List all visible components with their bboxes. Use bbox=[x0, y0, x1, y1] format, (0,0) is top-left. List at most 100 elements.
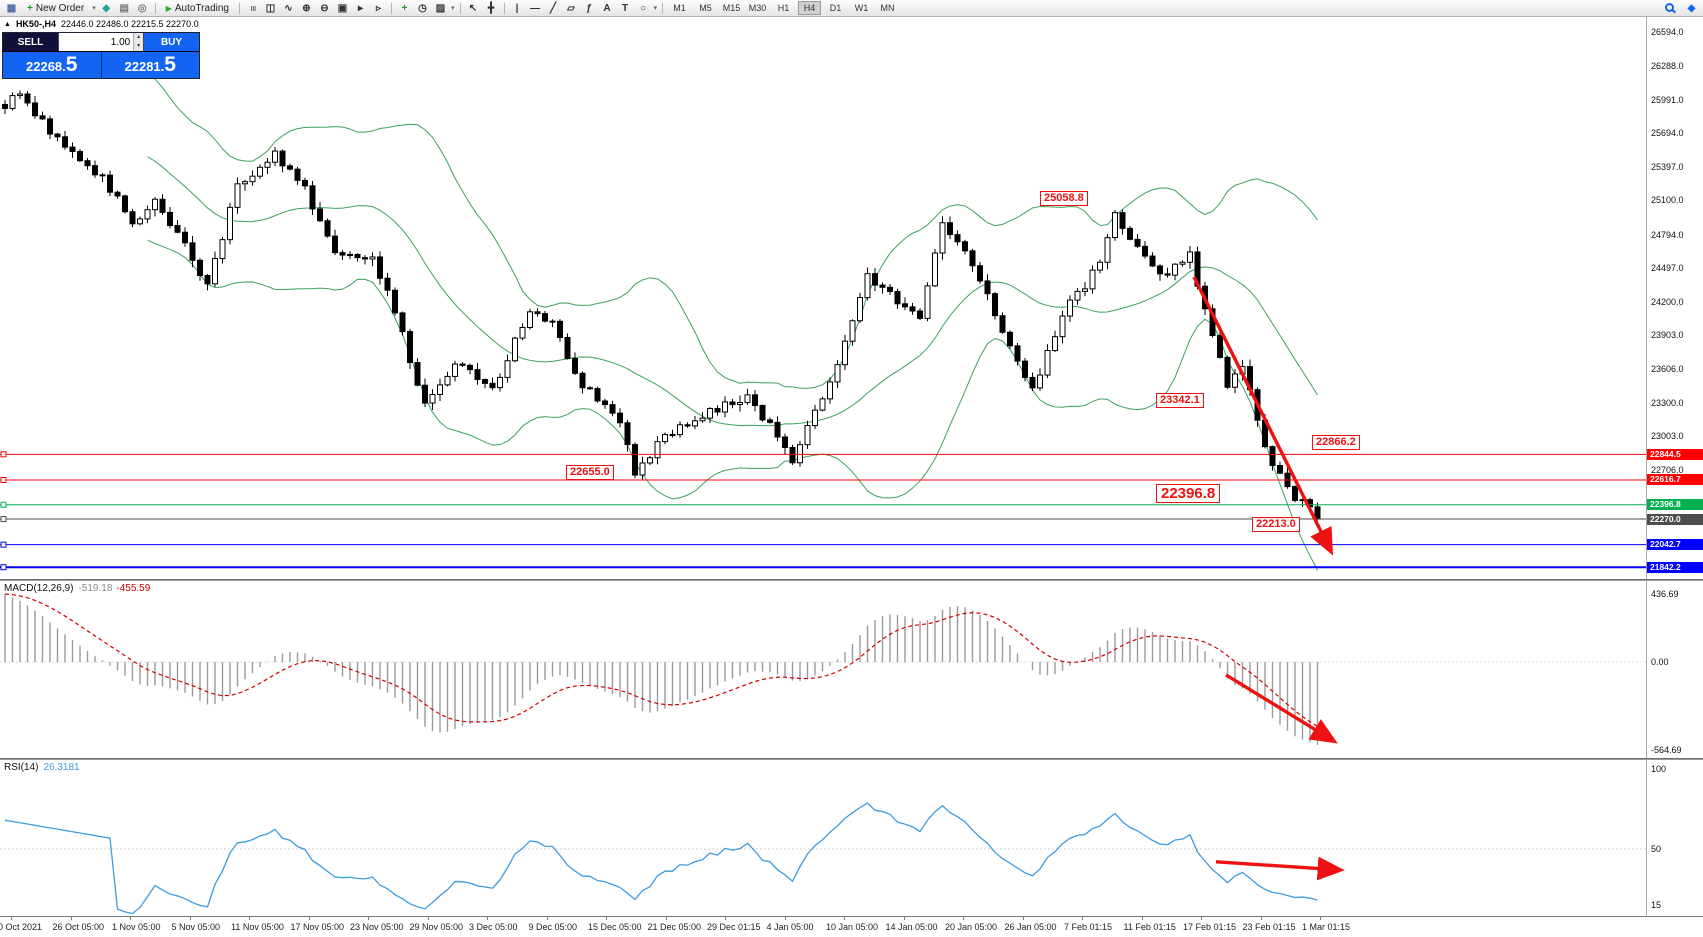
cursor-icon[interactable]: ↖ bbox=[468, 2, 478, 14]
trend-arrow[interactable] bbox=[1225, 673, 1338, 744]
price-scale-tick: 26288.0 bbox=[1651, 61, 1684, 72]
trend-arrow[interactable] bbox=[1192, 276, 1334, 556]
price-annotation[interactable]: 22396.8 bbox=[1156, 484, 1221, 504]
timeframe-button-m1[interactable]: M1 bbox=[673, 3, 686, 13]
price-scale-tick: 23003.0 bbox=[1651, 431, 1684, 442]
price-scale-tick: 25100.0 bbox=[1651, 195, 1684, 206]
price-tag[interactable]: 22042.7 bbox=[1647, 539, 1703, 551]
buy-button[interactable]: BUY bbox=[144, 33, 199, 51]
time-axis-tick bbox=[1022, 917, 1024, 920]
pane-separator[interactable] bbox=[0, 758, 1703, 760]
time-label: 14 Jan 05:00 bbox=[885, 922, 938, 932]
price-main-digits: 22268. bbox=[26, 59, 66, 74]
timeframe-button-w1[interactable]: W1 bbox=[854, 3, 869, 13]
price-tag[interactable]: 22616.7 bbox=[1647, 474, 1703, 486]
fibonacci-icon[interactable]: ƒ bbox=[586, 2, 592, 14]
time-label: 23 Nov 05:00 bbox=[350, 922, 404, 932]
trendline-icon[interactable]: ╱ bbox=[549, 2, 557, 14]
timeframe-button-m15[interactable]: M15 bbox=[722, 3, 741, 13]
chart-shift-icon[interactable]: ▹ bbox=[375, 2, 381, 14]
text-icon[interactable]: A bbox=[603, 2, 611, 14]
toolbar-separator bbox=[390, 2, 392, 14]
vertical-line-icon[interactable]: | bbox=[515, 2, 519, 14]
price-tag[interactable]: 22396.8 bbox=[1647, 499, 1703, 511]
bollinger-bands bbox=[147, 72, 1318, 571]
crosshair-icon[interactable]: ╋ bbox=[487, 2, 495, 14]
line-handle[interactable] bbox=[0, 564, 7, 571]
new-order-label: New Order bbox=[35, 2, 85, 14]
channel-icon[interactable]: ▱ bbox=[567, 2, 575, 14]
line-handle[interactable] bbox=[0, 476, 7, 483]
timeframe-button-d1[interactable]: D1 bbox=[829, 3, 842, 13]
volume-down-icon[interactable]: ▼ bbox=[134, 42, 143, 51]
shapes-icon[interactable]: ○ bbox=[639, 2, 647, 14]
signals-icon[interactable]: ◎ bbox=[137, 2, 147, 14]
horizontal-line-icon[interactable]: ― bbox=[530, 2, 540, 14]
timeframe-button-mn[interactable]: MN bbox=[880, 3, 895, 13]
price-tag[interactable]: 22844.5 bbox=[1647, 448, 1703, 460]
price-chart-pane[interactable]: ▲ HK50-,H4 22446.0 22486.0 22215.5 22270… bbox=[0, 17, 1703, 579]
new-order-button[interactable]: + New Order bbox=[21, 1, 90, 16]
macd-canvas[interactable] bbox=[0, 581, 1646, 758]
bar-chart-icon[interactable]: ≡ bbox=[246, 5, 258, 11]
price-annotation[interactable]: 22213.0 bbox=[1252, 516, 1300, 532]
price-tag[interactable]: 21842.2 bbox=[1647, 561, 1703, 573]
macd-scale-tick: 0.00 bbox=[1651, 657, 1669, 668]
search-icon[interactable] bbox=[1665, 2, 1674, 12]
autotrading-button[interactable]: ▶ AutoTrading bbox=[160, 1, 235, 16]
line-chart-icon[interactable]: ∿ bbox=[284, 2, 293, 14]
price-annotation[interactable]: 23342.1 bbox=[1156, 392, 1204, 408]
pane-separator[interactable] bbox=[0, 579, 1703, 581]
buy-price-button[interactable]: 22281. 5 bbox=[100, 52, 199, 78]
time-label: 17 Feb 01:15 bbox=[1183, 922, 1237, 932]
volume-up-icon[interactable]: ▲ bbox=[134, 33, 143, 42]
label-icon[interactable]: T bbox=[621, 2, 629, 14]
rsi-scale-tick: 15 bbox=[1651, 900, 1662, 910]
price-annotation[interactable]: 22655.0 bbox=[566, 464, 614, 480]
new-order-icon: + bbox=[27, 2, 33, 14]
periods-icon[interactable]: ◷ bbox=[418, 2, 427, 14]
timeframe-button-m30[interactable]: M30 bbox=[748, 3, 767, 13]
time-axis[interactable]: 20 Oct 2021 26 Oct 05:00 1 Nov 05:00 5 Nov … bbox=[0, 916, 1703, 937]
line-handle[interactable] bbox=[0, 541, 7, 548]
time-label: 5 Nov 05:00 bbox=[171, 922, 221, 932]
auto-scroll-icon[interactable]: ▸ bbox=[357, 2, 363, 14]
price-scale-tick: 25397.0 bbox=[1651, 161, 1684, 172]
toolbar: ▦ + New Order ▾ ◆ ▤ ◎ ▶ AutoTrading ≡ ◫ ∿ ⊕ ⊖ ▣ ▸ ▹ + ◷ ▨ ▾ ↖… bbox=[0, 0, 1703, 17]
rsi-canvas[interactable] bbox=[0, 760, 1646, 916]
price-scale-tick: 23300.0 bbox=[1651, 398, 1684, 409]
panel-collapse-icon[interactable]: ▲ bbox=[4, 20, 11, 28]
sell-price-button[interactable]: 22268. 5 bbox=[3, 52, 101, 78]
dropdown-caret-icon[interactable]: ▾ bbox=[653, 5, 658, 12]
timeframe-button-h1[interactable]: H1 bbox=[777, 3, 790, 13]
price-annotation[interactable]: 22866.2 bbox=[1312, 435, 1360, 451]
trend-arrow[interactable] bbox=[1215, 856, 1345, 881]
price-big-digit: 5 bbox=[164, 53, 176, 76]
price-tag[interactable]: 22270.0 bbox=[1647, 513, 1703, 525]
new-chart-icon[interactable]: ▦ bbox=[6, 2, 17, 14]
metaeditor-icon[interactable]: ◆ bbox=[102, 2, 111, 14]
timeframe-button-m5[interactable]: M5 bbox=[699, 3, 712, 13]
line-handle[interactable] bbox=[0, 451, 7, 458]
sell-button[interactable]: SELL bbox=[3, 33, 58, 51]
timeframe-button-h4[interactable]: H4 bbox=[798, 1, 822, 15]
price-annotation[interactable]: 25058.8 bbox=[1040, 190, 1088, 206]
indicators-add-icon[interactable]: + bbox=[401, 2, 408, 14]
time-axis-tick bbox=[130, 917, 131, 920]
line-handle[interactable] bbox=[0, 501, 7, 508]
volume-input[interactable] bbox=[59, 33, 134, 51]
zoom-out-icon[interactable]: ⊖ bbox=[320, 2, 329, 14]
dropdown-caret-icon[interactable]: ▾ bbox=[92, 5, 96, 12]
market-icon[interactable]: ▤ bbox=[119, 2, 129, 14]
templates-icon[interactable]: ▨ bbox=[435, 2, 446, 14]
community-icon[interactable]: ◆ bbox=[1687, 2, 1696, 14]
tile-windows-icon[interactable]: ▣ bbox=[337, 2, 348, 14]
rsi-pane[interactable]: RSI(14) 26.3181 100 50 15 bbox=[0, 760, 1703, 916]
zoom-in-icon[interactable]: ⊕ bbox=[302, 2, 311, 14]
price-main-digits: 22281. bbox=[124, 59, 165, 74]
candlestick-chart-icon[interactable]: ◫ bbox=[265, 2, 276, 14]
dropdown-caret-icon[interactable]: ▾ bbox=[450, 5, 455, 12]
price-chart-canvas[interactable] bbox=[0, 17, 1646, 579]
macd-pane[interactable]: MACD(12,26,9) -519.18 -455.59 436.69 0.00 -5… bbox=[0, 581, 1703, 758]
line-handle[interactable] bbox=[0, 516, 7, 523]
